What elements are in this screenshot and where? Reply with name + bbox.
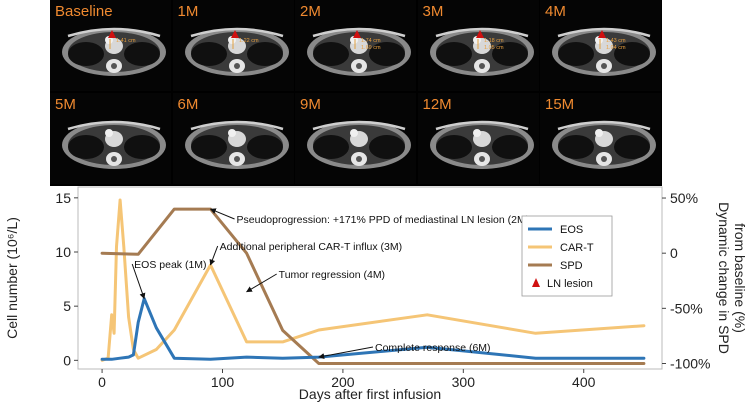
annotation-text: Complete response (6M) bbox=[375, 342, 491, 354]
annotation-text: Pseudoprogression: +171% PPD of mediasti… bbox=[237, 214, 530, 226]
ct-panel-label: 4M bbox=[545, 3, 566, 20]
ct-panel: 9M bbox=[295, 93, 416, 184]
annotation-text: Tumor regression (4M) bbox=[279, 269, 385, 281]
ct-image bbox=[552, 120, 656, 169]
x-tick-label: 400 bbox=[572, 374, 596, 390]
y-left-tick-label: 10 bbox=[55, 244, 71, 260]
x-axis-label: Days after first infusion bbox=[299, 386, 441, 402]
x-tick-label: 0 bbox=[98, 374, 106, 390]
annotation-arrow bbox=[318, 346, 374, 360]
annotation-layer: Pseudoprogression: +171% PPD of mediasti… bbox=[131, 208, 530, 360]
annotation-text: Additional peripheral CAR-T influx (3M) bbox=[220, 241, 402, 253]
x-tick-label: 300 bbox=[452, 374, 476, 390]
y-right-tick-label: 50% bbox=[670, 190, 698, 206]
ct-scan-grid: 1.41 cm Baseline 1.22 cm 1M 1.74 cm 1.69 cm 2M… bbox=[50, 0, 662, 186]
axis-layer: 0 100 200 300 400 0 5 10 15 50% 0 -50% -100% bbox=[55, 190, 710, 390]
annotation-arrow bbox=[246, 273, 277, 293]
ct-panel-label: 3M bbox=[422, 3, 444, 20]
legend-eos-label: EOS bbox=[560, 224, 583, 236]
annotation-arrow bbox=[131, 263, 146, 300]
ct-image bbox=[307, 120, 411, 169]
ln-lesion-marker bbox=[353, 30, 361, 38]
combined-line-chart: 0 100 200 300 400 0 5 10 15 50% 0 -50% -100% Pseudop… bbox=[4, 186, 748, 402]
y-left-tick-label: 5 bbox=[63, 298, 71, 314]
ct-panel: 1.18 cm 1.05 cm 3M bbox=[417, 0, 539, 91]
ct-image bbox=[429, 120, 534, 169]
series-cart-line bbox=[100, 198, 646, 362]
annotation-arrow bbox=[209, 245, 219, 266]
y-axis-right-label-line2: from baseline (%) bbox=[732, 223, 748, 333]
ct-panel-label: Baseline bbox=[55, 3, 113, 20]
ct-panel: 5M bbox=[50, 93, 171, 184]
ct-panel-label: 9M bbox=[300, 96, 321, 113]
series-eos-line bbox=[100, 297, 646, 361]
ct-panel: 1.43 cm 1.04 cm 4M bbox=[540, 0, 661, 91]
ln-lesion-marker bbox=[475, 30, 484, 38]
legend-ln-lesion-marker bbox=[532, 278, 540, 287]
lesion-measure-2: 1.05 cm bbox=[484, 45, 504, 51]
annotation-arrow bbox=[209, 208, 235, 220]
ct-panel: 1.22 cm 1M bbox=[172, 0, 294, 91]
ct-image: 1.41 cm bbox=[62, 27, 166, 76]
y-right-tick-label: 0 bbox=[670, 245, 678, 261]
series-layer bbox=[100, 198, 646, 365]
lesion-measure-1: 1.22 cm bbox=[239, 38, 259, 44]
lesion-measure-1: 1.18 cm bbox=[484, 38, 504, 44]
lesion-measure-2: 1.69 cm bbox=[361, 45, 381, 51]
y-left-tick-label: 15 bbox=[55, 190, 71, 206]
ct-image: 1.74 cm1.69 cm bbox=[307, 27, 411, 76]
ct-image bbox=[184, 120, 289, 169]
ct-panel-label: 1M bbox=[177, 3, 199, 20]
ct-image: 1.18 cm1.05 cm bbox=[429, 27, 534, 76]
ct-panel-label: 15M bbox=[545, 96, 575, 113]
ln-lesion-marker bbox=[230, 30, 239, 38]
plot-frame bbox=[77, 186, 663, 370]
y-axis-right-label-line1: Dynamic change in SPD bbox=[716, 202, 732, 354]
series-spd-line bbox=[100, 207, 646, 365]
lesion-measure-1: 1.74 cm bbox=[361, 38, 381, 44]
y-left-tick-label: 0 bbox=[63, 352, 71, 368]
legend: EOS CAR-T SPD LN lesion bbox=[521, 215, 613, 297]
ln-lesion-marker bbox=[598, 30, 606, 38]
ct-panel-label: 12M bbox=[422, 96, 452, 113]
ct-panel: 6M bbox=[172, 93, 294, 184]
legend-cart-label: CAR-T bbox=[560, 242, 594, 254]
legend-ln-lesion-label: LN lesion bbox=[547, 278, 593, 290]
lesion-measure-2: 1.04 cm bbox=[606, 45, 626, 51]
ct-panel-label: 6M bbox=[177, 96, 199, 113]
y-right-tick-label: -100% bbox=[670, 355, 710, 371]
x-tick-label: 100 bbox=[211, 374, 235, 390]
lesion-measure-1: 1.43 cm bbox=[606, 38, 626, 44]
ct-panel: 1.41 cm Baseline bbox=[50, 0, 171, 91]
y-right-tick-label: -50% bbox=[670, 300, 703, 316]
legend-spd-label: SPD bbox=[560, 260, 583, 272]
ct-panel: 15M bbox=[540, 93, 661, 184]
ct-panel-label: 2M bbox=[300, 3, 321, 20]
lesion-measure-1: 1.41 cm bbox=[116, 38, 136, 44]
ct-image: 1.22 cm bbox=[184, 27, 289, 76]
ct-panel-label: 5M bbox=[55, 96, 76, 113]
y-axis-left-label: Cell number (10⁶/L) bbox=[4, 217, 20, 339]
ct-panel: 12M bbox=[417, 93, 539, 184]
ct-image bbox=[62, 120, 166, 169]
ct-image: 1.43 cm1.04 cm bbox=[552, 27, 656, 76]
ct-panel: 1.74 cm 1.69 cm 2M bbox=[295, 0, 416, 91]
ln-lesion-marker bbox=[108, 30, 116, 38]
x-tick-label: 200 bbox=[331, 374, 355, 390]
annotation-text: EOS peak (1M) bbox=[134, 259, 206, 271]
